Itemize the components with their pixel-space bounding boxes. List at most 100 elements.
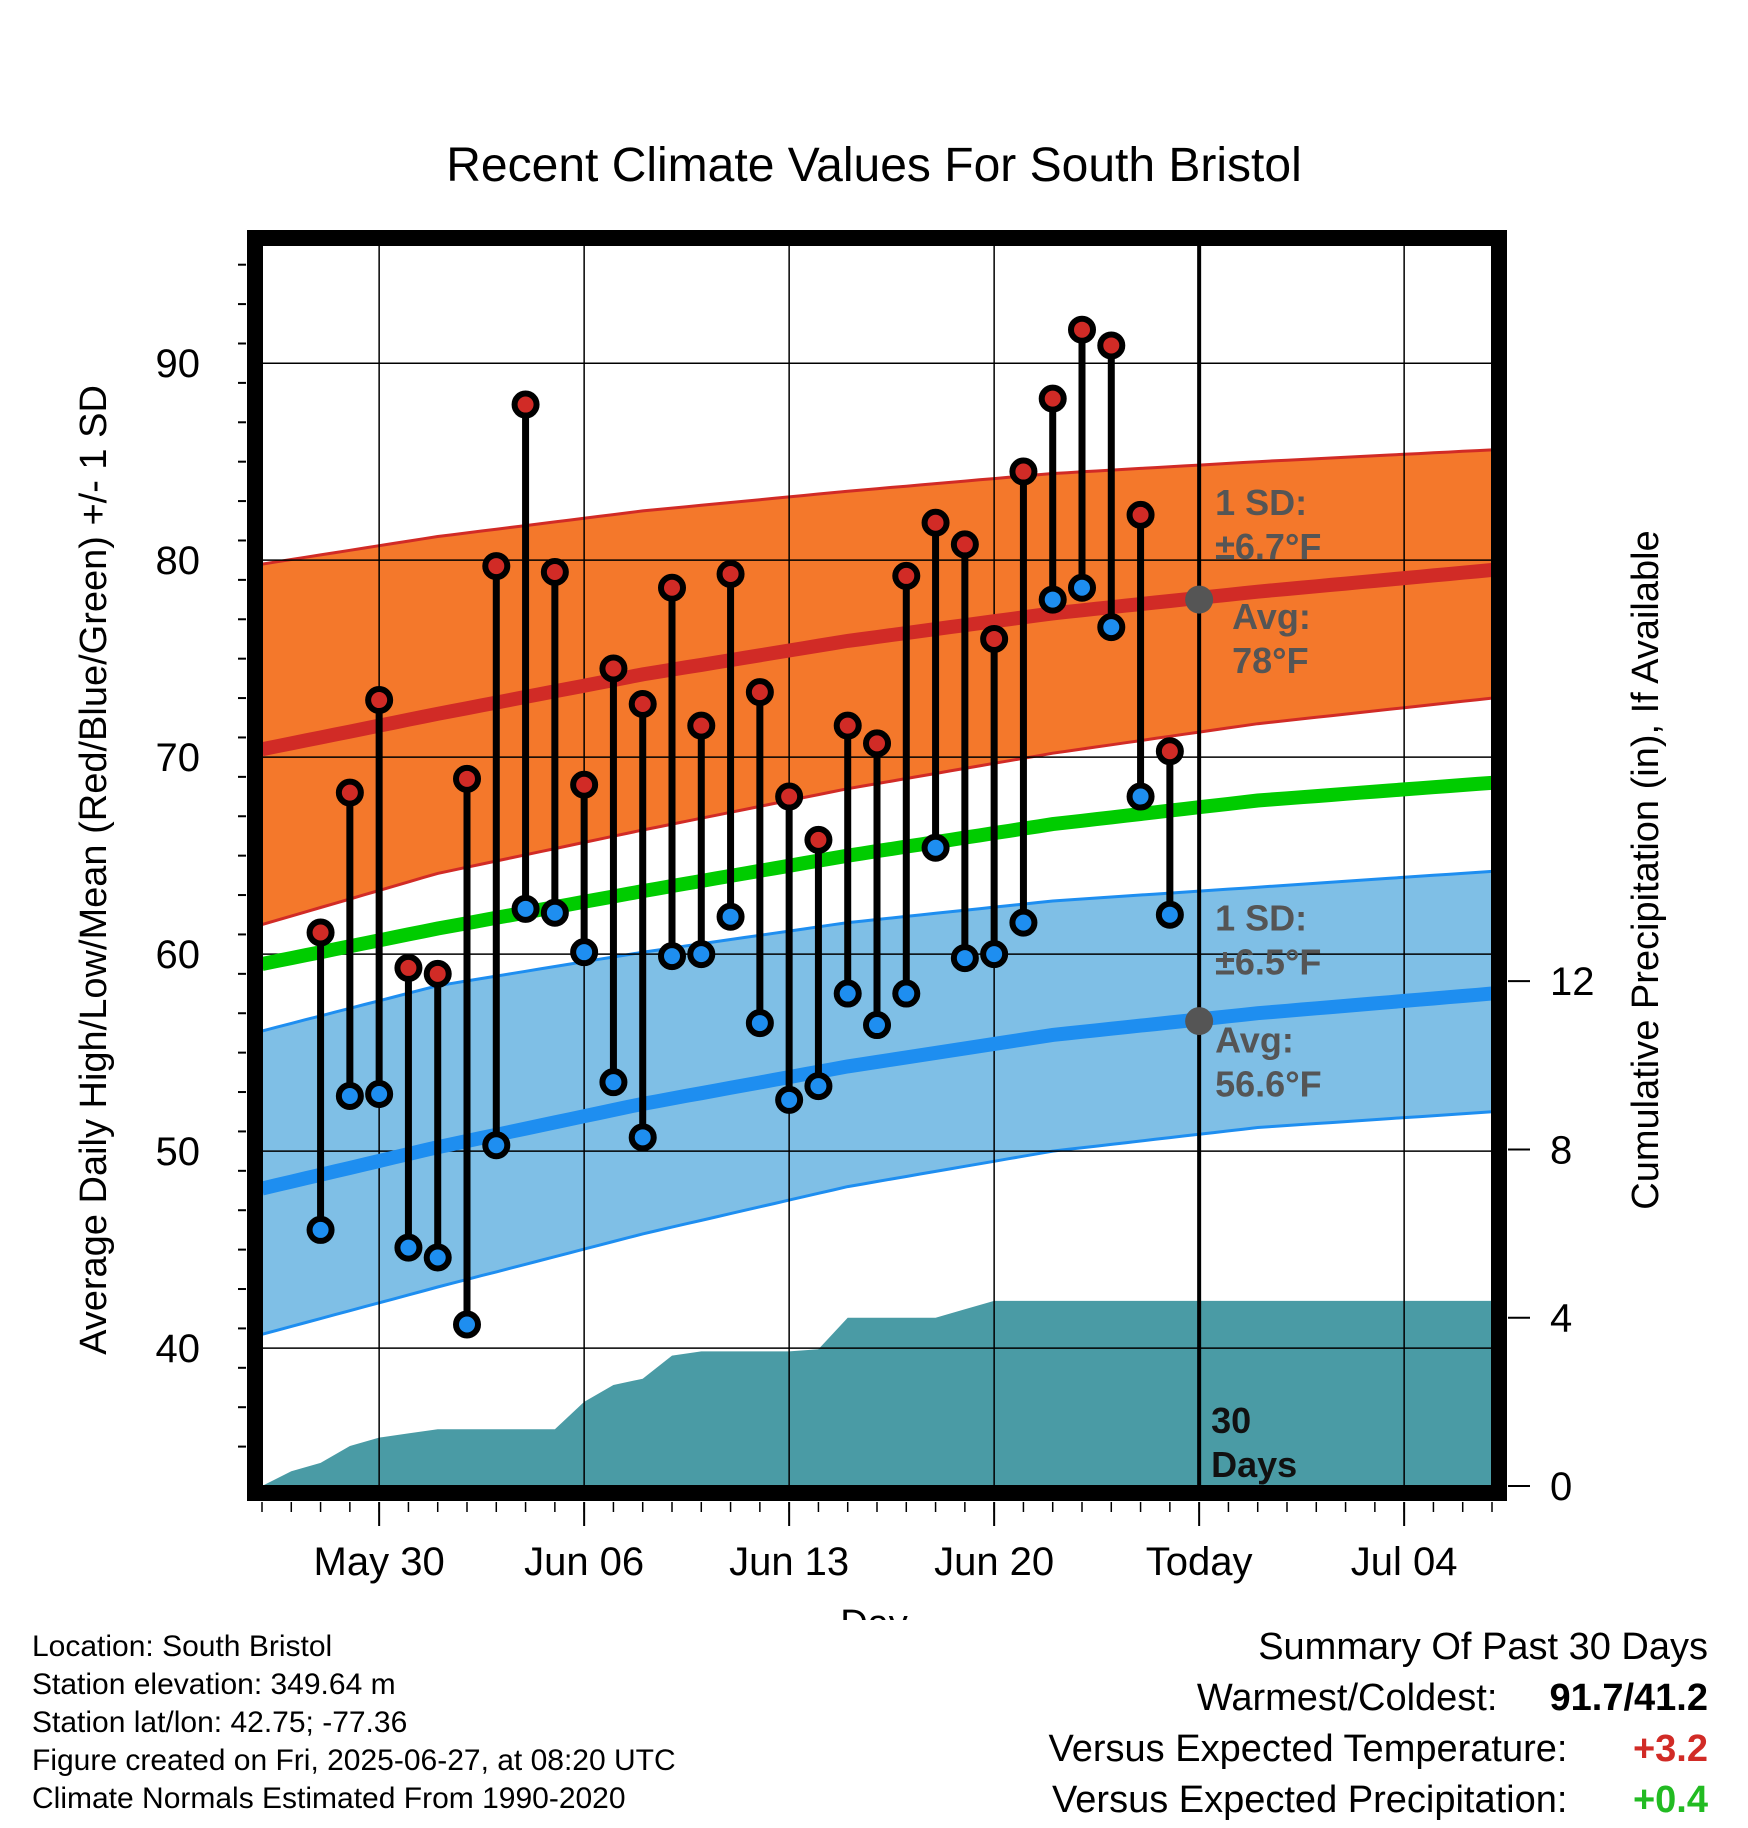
- plot-frame: [247, 230, 1507, 1501]
- daily-high-point: [423, 959, 452, 988]
- daily-low-point: [1097, 613, 1126, 642]
- warmest-coldest-value: 91.7/41.2: [1549, 1677, 1708, 1719]
- daily-high-point: [687, 711, 716, 740]
- daily-low-point: [775, 1085, 804, 1114]
- daily-high-point: [365, 686, 394, 715]
- y-axis: 40 50 60 70 80 90: [156, 263, 246, 1448]
- y2-tick-label-8: 8: [1550, 1128, 1572, 1172]
- daily-high-point: [628, 689, 657, 718]
- daily-high-point: [511, 390, 540, 419]
- daily-high-point: [745, 678, 774, 707]
- period-days-label-line-2: Days: [1211, 1444, 1297, 1485]
- y2-tick-label-0: 0: [1550, 1465, 1572, 1509]
- daily-low-point: [540, 898, 569, 927]
- low-avg-label: Avg: 56.6°F: [1215, 1020, 1321, 1105]
- low-sd-band: [262, 871, 1492, 1335]
- x-tick-label: May 30: [314, 1540, 445, 1584]
- daily-low-point: [599, 1068, 628, 1097]
- daily-low-point: [1038, 585, 1067, 614]
- daily-low-point: [306, 1215, 335, 1244]
- low-sd-label-line-2: ±6.5°F: [1215, 942, 1321, 983]
- y-tick-label-80: 80: [156, 539, 201, 583]
- period-days-label-line-1: 30: [1211, 1400, 1251, 1441]
- daily-high-point: [1038, 384, 1067, 413]
- temp-anomaly-row: Versus Expected Temperature: +3.2: [1049, 1724, 1708, 1775]
- precip-anomaly-label: Versus Expected Precipitation:: [1052, 1779, 1568, 1821]
- high-avg-label-line-1: Avg:: [1232, 596, 1311, 637]
- y-tick-label-90: 90: [156, 342, 201, 386]
- high-sd-label-line-2: ±6.7°F: [1215, 526, 1321, 567]
- daily-low-point: [365, 1080, 394, 1109]
- daily-high-point: [833, 711, 862, 740]
- daily-low-point: [1009, 908, 1038, 937]
- x-tick-label: Jun 13: [729, 1540, 849, 1584]
- temp-anomaly-label: Versus Expected Temperature:: [1048, 1728, 1568, 1770]
- warmest-coldest-label: Warmest/Coldest:: [1196, 1677, 1498, 1719]
- low-avg-label-line-2: 56.6°F: [1215, 1064, 1321, 1105]
- high-avg-label: Avg: 78°F: [1232, 596, 1311, 681]
- daily-low-point: [335, 1081, 364, 1110]
- daily-low-point: [745, 1009, 774, 1038]
- daily-high-point: [1126, 500, 1155, 529]
- y2-axis: 0 4 8 12: [1508, 960, 1595, 1509]
- x-tick-label: Jun 06: [524, 1540, 644, 1584]
- elevation-text: Station elevation: 349.64 m: [32, 1668, 396, 1701]
- daily-low-point: [980, 940, 1009, 969]
- daily-low-point: [1155, 900, 1184, 929]
- low-sd-label-line-1: 1 SD:: [1215, 898, 1307, 939]
- daily-low-point: [482, 1131, 511, 1160]
- high-sd-label: 1 SD: ±6.7°F: [1215, 482, 1321, 567]
- daily-high-point: [482, 552, 511, 581]
- daily-high-point: [570, 770, 599, 799]
- high-sd-band-upper-edge: [262, 448, 1492, 566]
- daily-low-point: [892, 979, 921, 1008]
- y-axis-label: Average Daily High/Low/Mean (Red/Blue/Gr…: [73, 385, 115, 1355]
- avg-high-line: [262, 563, 1492, 757]
- low-avg-label-line-1: Avg:: [1215, 1020, 1294, 1061]
- daily-high-point: [335, 778, 364, 807]
- daily-high-point: [306, 918, 335, 947]
- daily-low-point: [833, 979, 862, 1008]
- created-text: Figure created on Fri, 2025-06-27, at 08…: [32, 1744, 676, 1777]
- precipitation-area: [262, 1300, 1492, 1486]
- daily-low-point: [628, 1123, 657, 1152]
- x-tick-label: Jun 20: [934, 1540, 1054, 1584]
- today-avg-high-marker: [1185, 585, 1214, 614]
- daily-low-point: [687, 940, 716, 969]
- daily-low-point: [423, 1243, 452, 1272]
- y2-axis-label: Cumulative Precipitation (in), If Availa…: [1625, 530, 1667, 1209]
- precip-anomaly-row: Versus Expected Precipitation: +0.4: [1049, 1775, 1708, 1826]
- y-tick-label-70: 70: [156, 736, 201, 780]
- today-avg-low-marker: [1185, 1007, 1214, 1036]
- normals-text: Climate Normals Estimated From 1990-2020: [32, 1782, 626, 1815]
- daily-high-point: [775, 782, 804, 811]
- daily-high-point: [658, 573, 686, 602]
- summary-heading: Summary Of Past 30 Days: [1258, 1626, 1708, 1668]
- y-tick-label-60: 60: [156, 933, 201, 977]
- x-axis: May 30 Jun 06 Jun 13 Jun 20 Today Jul 04: [261, 1502, 1493, 1584]
- daily-high-point: [804, 825, 833, 854]
- x-tick-label: Today: [1146, 1540, 1253, 1584]
- daily-high-point: [950, 530, 979, 559]
- y2-tick-label-12: 12: [1550, 960, 1595, 1004]
- low-sd-label: 1 SD: ±6.5°F: [1215, 898, 1321, 983]
- daily-high-point: [540, 557, 569, 586]
- station-info: Location: South Bristol Station elevatio…: [32, 1628, 676, 1818]
- daily-low-point: [1068, 573, 1096, 602]
- daily-low-point: [950, 944, 979, 973]
- daily-high-point: [599, 654, 628, 683]
- daily-high-point: [863, 729, 891, 758]
- daily-high-point: [394, 953, 423, 982]
- daily-low-point: [863, 1011, 891, 1040]
- daily-high-point: [453, 764, 481, 793]
- daily-low-point: [394, 1233, 423, 1262]
- daily-high-point: [1155, 737, 1184, 766]
- daily-high-point: [921, 508, 950, 537]
- precip-anomaly-value: +0.4: [1632, 1779, 1708, 1821]
- daily-high-point: [892, 561, 921, 590]
- temp-anomaly-value: +3.2: [1632, 1728, 1708, 1770]
- daily-high-point: [716, 559, 745, 588]
- daily-low-point: [1126, 782, 1155, 811]
- daily-low-point: [570, 938, 599, 967]
